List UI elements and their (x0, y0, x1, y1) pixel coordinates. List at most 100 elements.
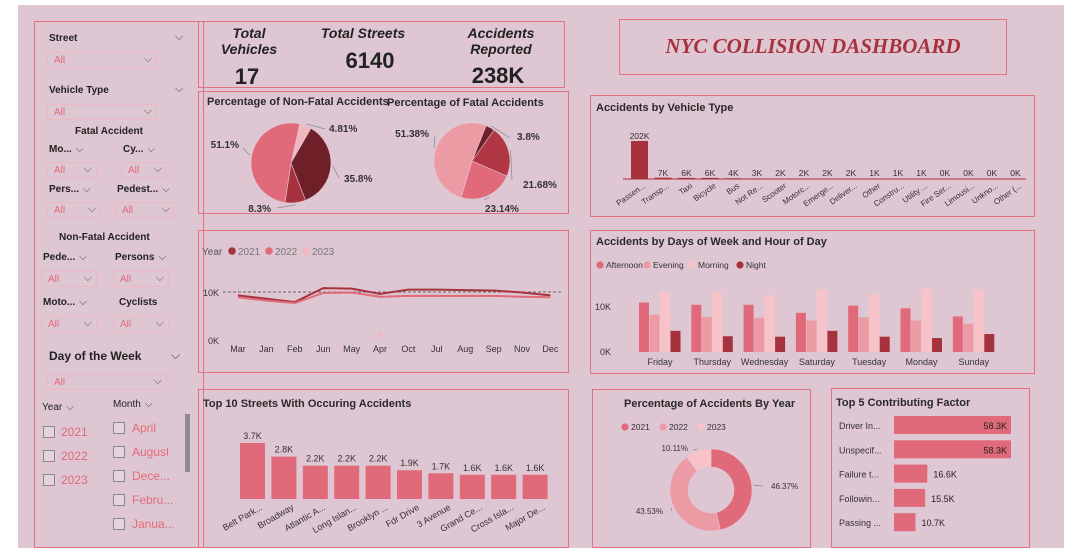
bar[interactable] (691, 304, 702, 352)
bar[interactable] (701, 177, 719, 179)
fatal-persons-dropdown[interactable]: All ⌵ (47, 202, 101, 218)
bar[interactable] (900, 308, 911, 352)
fatal-pedestrian-dropdown[interactable]: All ⌵ (115, 202, 175, 218)
bar[interactable] (894, 416, 1011, 434)
bar[interactable] (775, 336, 786, 352)
bar[interactable] (795, 312, 806, 352)
bar[interactable] (491, 474, 517, 499)
legend-item[interactable]: 2021 (238, 247, 261, 258)
legend-marker (621, 423, 629, 431)
nonfatal-motorist-dropdown[interactable]: All ⌵ (41, 316, 97, 332)
legend-item[interactable]: Afternoon (606, 260, 643, 270)
year-2023-checkbox[interactable] (43, 474, 55, 486)
bar-data-label: 202K (630, 131, 650, 141)
legend-item[interactable]: 2022 (275, 247, 298, 258)
legend-item[interactable]: 2022 (669, 422, 688, 432)
bar[interactable] (670, 330, 681, 352)
bar[interactable] (754, 317, 765, 352)
bar[interactable] (879, 336, 890, 352)
series-line[interactable] (237, 287, 551, 304)
legend-item[interactable]: Evening (653, 260, 684, 270)
month-list-scrollbar[interactable] (185, 414, 190, 472)
bar[interactable] (748, 178, 766, 179)
legend-item[interactable]: 2021 (631, 422, 650, 432)
bar-data-label: 2.2K (306, 454, 325, 464)
nonfatal-persons-dropdown[interactable]: All ⌵ (113, 271, 169, 287)
donut-slice[interactable] (686, 448, 712, 472)
donut-slice[interactable] (710, 448, 753, 531)
bar[interactable] (334, 465, 360, 499)
bar[interactable] (722, 336, 733, 352)
bar[interactable] (654, 177, 672, 179)
year-2021-checkbox[interactable] (43, 426, 55, 438)
month-december-checkbox[interactable] (113, 470, 125, 482)
bar[interactable] (660, 292, 670, 352)
donut-slice[interactable] (669, 456, 721, 532)
bar[interactable] (764, 294, 775, 352)
series-line[interactable] (237, 291, 551, 305)
bar[interactable] (743, 304, 754, 352)
legend-item[interactable]: 2023 (312, 247, 335, 258)
bar[interactable] (365, 465, 391, 499)
bar[interactable] (678, 177, 695, 179)
bar[interactable] (428, 473, 454, 499)
bar[interactable] (894, 513, 916, 532)
bar[interactable] (725, 178, 742, 179)
bar[interactable] (631, 141, 648, 179)
bar[interactable] (522, 474, 548, 499)
pie-slice[interactable] (460, 160, 508, 200)
bar[interactable] (894, 464, 928, 483)
bar[interactable] (963, 323, 974, 352)
street-dropdown[interactable]: All ⌵ (47, 52, 157, 68)
bar[interactable] (894, 488, 926, 507)
chevron-down-icon[interactable]: ⌵ (171, 348, 181, 362)
pie-slice[interactable] (433, 122, 487, 198)
bar[interactable] (973, 289, 984, 352)
vehicle-type-dropdown[interactable]: All ⌵ (47, 104, 157, 120)
bar[interactable] (240, 443, 265, 499)
pie-slice[interactable] (471, 129, 511, 177)
nonfatal-pedestrian-dropdown[interactable]: All ⌵ (41, 271, 97, 287)
legend-item[interactable]: 2023 (707, 422, 726, 432)
nonfatal-cyclists-dropdown[interactable]: All ⌵ (113, 316, 169, 332)
bar[interactable] (911, 320, 921, 353)
bar[interactable] (271, 456, 297, 499)
bar[interactable] (827, 330, 838, 352)
bar[interactable] (701, 316, 712, 352)
bar[interactable] (848, 305, 859, 352)
chevron-down-icon[interactable]: ⌵ (175, 83, 184, 95)
fatal-cyclist-dropdown[interactable]: All ⌵ (121, 162, 167, 178)
pie-leader-line (510, 150, 513, 181)
kpi-total-vehicles: Total Vehicles 17 (203, 25, 295, 90)
pie-slice[interactable] (250, 122, 301, 203)
month-february-checkbox[interactable] (113, 494, 125, 506)
day-of-week-dropdown[interactable]: All ⌵ (47, 374, 167, 390)
bar[interactable] (894, 440, 1011, 459)
bar[interactable] (932, 338, 942, 352)
series-point[interactable] (377, 332, 383, 339)
pie-slice[interactable] (290, 127, 332, 201)
bar[interactable] (952, 316, 963, 352)
bar[interactable] (302, 465, 328, 499)
bar[interactable] (858, 317, 869, 352)
x-tick-label: Friday (647, 357, 673, 367)
bar[interactable] (712, 292, 723, 352)
month-april-checkbox[interactable] (113, 422, 125, 434)
legend-item[interactable]: Morning (698, 260, 729, 270)
year-2022-checkbox[interactable] (43, 450, 55, 462)
chevron-down-icon: ⌵ (83, 163, 92, 175)
month-january-checkbox[interactable] (113, 518, 125, 530)
fatal-motorist-dropdown[interactable]: All ⌵ (47, 162, 97, 178)
legend-item[interactable]: Night (746, 260, 766, 270)
bar[interactable] (397, 470, 422, 499)
bar[interactable] (869, 294, 880, 352)
bar[interactable] (459, 474, 485, 499)
bar[interactable] (984, 334, 995, 352)
bar[interactable] (639, 302, 649, 353)
bar[interactable] (806, 320, 817, 353)
month-august-checkbox[interactable] (113, 446, 125, 458)
bar[interactable] (816, 289, 827, 352)
bar[interactable] (921, 289, 932, 352)
bar[interactable] (649, 314, 660, 352)
chevron-down-icon[interactable]: ⌵ (175, 31, 184, 43)
